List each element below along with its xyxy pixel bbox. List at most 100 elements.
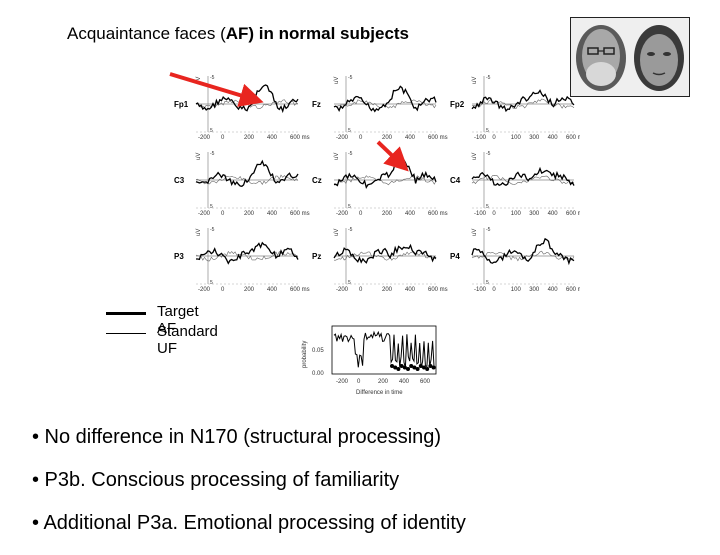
target-waveform <box>195 84 299 114</box>
x-tick-label: 400 <box>405 211 416 217</box>
y-tick-label: 5 <box>348 204 351 210</box>
standard-waveform <box>471 98 575 109</box>
significant-point <box>393 365 398 370</box>
x-tick-label: 0 <box>492 287 496 293</box>
x-tick-label: 0 <box>357 379 361 385</box>
bullet-p3a: • Additional P3a. Emotional processing o… <box>32 512 466 534</box>
electrode-label: C4 <box>450 176 461 185</box>
significant-point <box>428 364 433 368</box>
x-tick-label: 400 <box>548 287 559 293</box>
x-tick-label: 200 <box>244 211 255 217</box>
x-tick-label: 200 <box>244 135 255 141</box>
y-tick-label: -5 <box>486 227 491 233</box>
red-arrow-n170 <box>169 72 264 107</box>
target-waveform <box>196 241 299 265</box>
significant-point <box>406 367 410 371</box>
erp-cell-fp2: uV -5 5 Fp2 -100 0 100 300 400 600 ms <box>450 75 580 141</box>
significant-point <box>422 365 426 370</box>
significant-point <box>415 367 420 371</box>
x-tick-label: 400 <box>267 287 278 293</box>
probability-trace <box>333 330 435 368</box>
x-tick-label: 0 <box>221 287 225 293</box>
x-tick-label: 300 <box>529 135 540 141</box>
erp-waveform-grid: uV -5 5 Fp1 -200 0 200 400 600 ms uV -5 5 Fz -200 0 200… <box>169 72 580 293</box>
x-tick-label: 400 <box>267 211 278 217</box>
y-unit-label: uV <box>196 153 202 160</box>
x-tick-label: 600 ms <box>428 135 448 141</box>
slide-title: Acquaintance faces (AF) in normal subjec… <box>67 24 409 44</box>
x-axis-label: Difference in time <box>356 390 403 396</box>
plot-frame <box>331 325 437 375</box>
erp-cell-c4: uV -5 5 C4 -100 0 100 300 400 600 ms <box>450 151 580 217</box>
x-tick-label: 0 <box>221 135 225 141</box>
x-tick-label: 100 <box>511 287 522 293</box>
x-tick-label: 0 <box>492 211 496 217</box>
electrode-label: P4 <box>450 252 460 261</box>
bullet-n170: • No difference in N170 (structural proc… <box>32 426 442 448</box>
electrode-label: Pz <box>312 252 321 261</box>
electrode-label: Fp2 <box>450 100 465 109</box>
significant-point <box>418 364 423 368</box>
x-tick-label: 200 <box>244 287 255 293</box>
y-tick-label: 5 <box>348 128 351 134</box>
y-unit-label: uV <box>472 153 478 160</box>
y-axis-label: probability <box>302 341 308 368</box>
x-tick-label: -200 <box>336 379 349 385</box>
y-unit-label: uV <box>334 153 340 160</box>
x-tick-label: 600 ms <box>290 211 310 217</box>
y-unit-label: uV <box>196 229 202 236</box>
x-tick-label: -200 <box>336 135 349 141</box>
x-tick-label: 600 ms <box>290 287 310 293</box>
significant-point <box>396 367 401 371</box>
target-waveform <box>333 85 437 113</box>
y-tick-label: 0.00 <box>312 371 324 377</box>
x-tick-label: -200 <box>336 287 349 293</box>
erp-cell-p4: uV -5 5 P4 -100 0 100 300 400 600 ms <box>450 227 580 293</box>
electrode-label: Fp1 <box>174 100 189 109</box>
electrode-label: Fz <box>312 100 321 109</box>
x-tick-label: 400 <box>548 211 559 217</box>
title-prefix: Acquaintance faces ( <box>67 24 226 43</box>
y-unit-label: uV <box>334 77 340 84</box>
significant-point <box>412 365 417 370</box>
x-tick-label: 0 <box>221 211 225 217</box>
erp-cell-pz: uV -5 5 Pz -200 0 200 400 600 ms <box>312 227 448 293</box>
standard-waveform <box>334 251 437 261</box>
x-tick-label: -100 <box>474 211 487 217</box>
erp-cell-cz: uV -5 5 Cz -200 0 200 400 600 ms <box>312 151 448 217</box>
significant-point <box>425 367 430 371</box>
significant-point <box>390 364 394 368</box>
x-tick-label: 0 <box>359 287 363 293</box>
x-tick-label: 600 ms <box>290 135 310 141</box>
thick-line-swatch <box>106 312 146 315</box>
title-bold: AF) in normal subjects <box>225 24 410 43</box>
probability-plot: probability 0.05 0.00 -200 0 200 400 600 Differe… <box>302 325 437 396</box>
x-tick-label: -200 <box>198 287 211 293</box>
erp-cell-c3: uV -5 5 C3 -200 0 200 400 600 ms <box>174 151 310 217</box>
bullet-list: • No difference in N170 (structural proc… <box>32 426 466 555</box>
electrode-label: C3 <box>174 176 185 185</box>
x-tick-label: 400 <box>405 287 416 293</box>
x-tick-label: 200 <box>382 287 393 293</box>
x-tick-label: 600 ms <box>566 287 580 293</box>
electrode-label: Cz <box>312 176 322 185</box>
two-face-photographs-icon <box>570 17 690 97</box>
x-tick-label: 100 <box>511 135 522 141</box>
target-waveform <box>471 166 575 186</box>
x-tick-label: 300 <box>529 287 540 293</box>
y-unit-label: uV <box>334 229 340 236</box>
red-arrow-p3 <box>376 140 409 172</box>
y-tick-label: 5 <box>210 128 213 134</box>
y-tick-label: 5 <box>210 204 213 210</box>
x-tick-label: 600 ms <box>566 135 580 141</box>
target-waveform <box>333 243 437 264</box>
y-tick-label: -5 <box>486 151 491 157</box>
y-tick-label: -5 <box>210 227 215 233</box>
standard-waveform <box>333 174 437 186</box>
x-tick-label: -100 <box>474 135 487 141</box>
x-tick-label: -200 <box>336 211 349 217</box>
x-tick-label: 400 <box>399 379 410 385</box>
x-tick-label: 400 <box>267 135 278 141</box>
erp-cell-fz: uV -5 5 Fz -200 0 200 400 600 ms <box>312 75 448 141</box>
x-tick-label: 0 <box>359 135 363 141</box>
